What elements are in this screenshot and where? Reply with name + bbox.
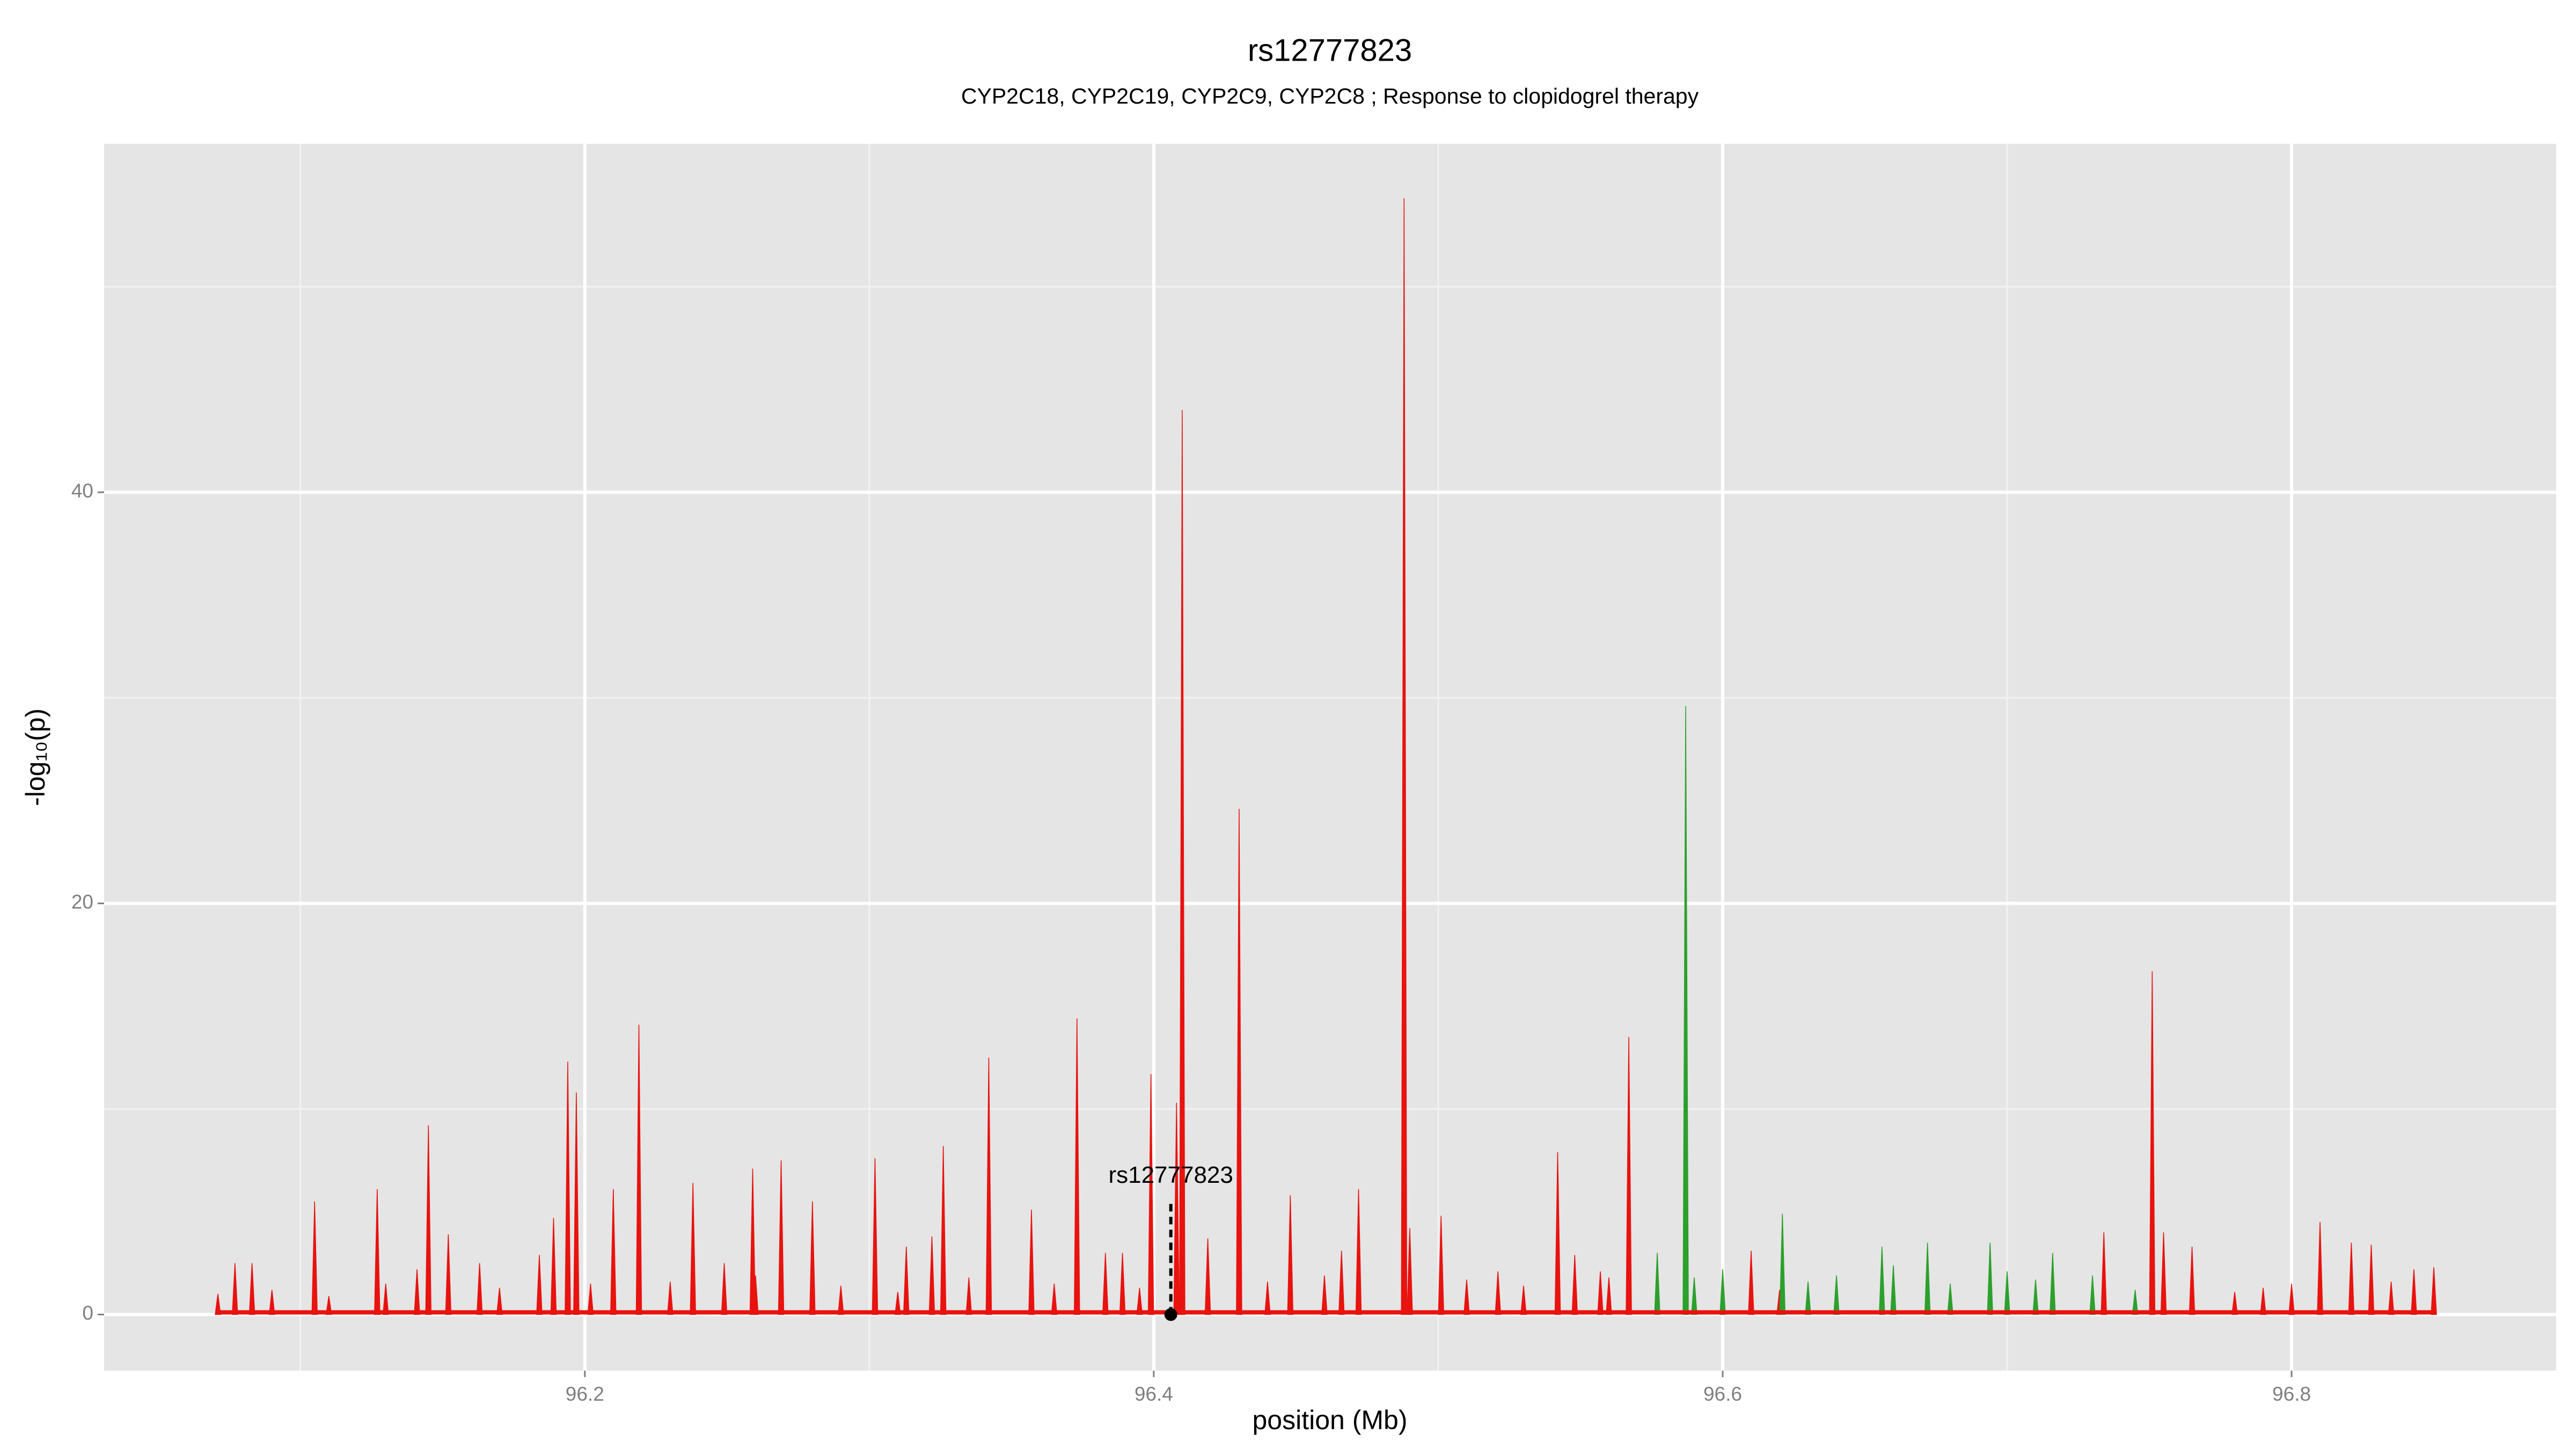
annotation-label: rs12777823 [1108,1162,1233,1188]
y-tick-label: 0 [82,1302,93,1324]
y-tick-label: 20 [71,891,93,913]
chart-subtitle: CYP2C18, CYP2C19, CYP2C9, CYP2C8 ; Respo… [961,84,1699,108]
y-tick-label: 40 [71,480,93,502]
x-tick-label: 96.2 [566,1383,604,1405]
plot-panel [104,144,2556,1371]
x-tick-label: 96.8 [2272,1383,2311,1405]
y-axis-title: -log₁₀(p) [20,708,50,806]
chart-title: rs12777823 [1248,33,1412,68]
x-tick-label: 96.4 [1135,1383,1173,1405]
marks: rs12777823 [215,198,2437,1321]
x-tick-label: 96.6 [1703,1383,1742,1405]
annotation-point [1164,1308,1177,1321]
x-axis-title: position (Mb) [1253,1405,1408,1435]
